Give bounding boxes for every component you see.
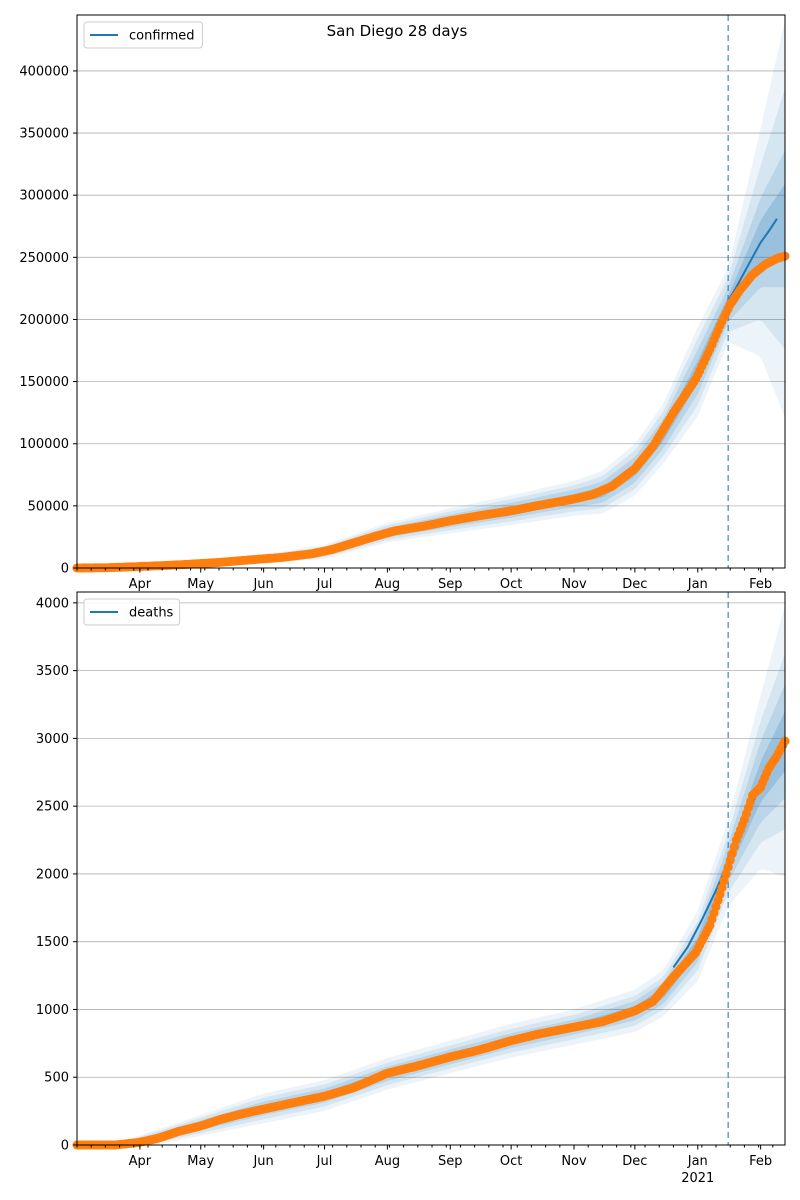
confirmed-y-tick-label: 0: [61, 562, 69, 577]
confirmed-legend-label: confirmed: [129, 29, 195, 44]
deaths-axes: 0 500 1000 1500 2000 2500 3000 3500 4000 Apr May Ju…: [36, 591, 786, 1186]
deaths-x-tick-label: Apr: [129, 1154, 152, 1169]
deaths-legend-label: deaths: [129, 606, 174, 621]
deaths-observed-point: [729, 842, 739, 852]
confirmed-model-line: [727, 218, 778, 302]
confirmed-x-tick-label: Feb: [749, 577, 772, 592]
confirmed-x-tick-label: Jun: [252, 577, 273, 592]
confirmed-axes: 0 50000 100000 150000 200000 250000 300000 3500…: [19, 14, 786, 592]
confirmed-x-tick-label: Dec: [622, 577, 647, 592]
deaths-x-tick-label: Jan: [687, 1154, 708, 1169]
deaths-y-tick-label: 3000: [36, 732, 69, 747]
confirmed-x-tick-label: Apr: [129, 577, 152, 592]
deaths-observed-point: [717, 883, 727, 892]
deaths-x-tick-label: Feb: [749, 1154, 772, 1169]
deaths-y-tick-label: 1000: [36, 1003, 69, 1018]
deaths-observed-point: [719, 876, 729, 886]
deaths-observed-point: [727, 849, 737, 859]
deaths-y-tick-label: 2000: [36, 867, 69, 882]
confirmed-legend-box: [83, 21, 203, 49]
confirmed-x-tick-label: Oct: [500, 577, 522, 592]
deaths-y-tick-label: 4000: [36, 596, 69, 611]
deaths-x-tick-label: Jun: [252, 1154, 273, 1169]
confirmed-y-tick-label: 400000: [19, 64, 69, 79]
deaths-y-tick-label: 2500: [36, 800, 69, 815]
confirmed-x-tick-label: Jan: [687, 577, 708, 592]
deaths-observed-points: [72, 736, 790, 1150]
deaths-axes-frame: [76, 591, 786, 1146]
confirmed-y-tick-label: 250000: [19, 251, 69, 266]
deaths-x-tick-label: Sep: [438, 1154, 463, 1169]
deaths-x-tick-label: Nov: [561, 1154, 587, 1169]
deaths-legend-box: [83, 598, 181, 626]
confirmed-model-line: [727, 218, 778, 302]
confirmed-observed-points: [72, 251, 790, 573]
deaths-observed-point: [721, 869, 731, 879]
confirmed-x-tick-label: Sep: [438, 577, 463, 592]
confirmed-y-tick-label: 100000: [19, 437, 69, 452]
deaths-y-tick-label: 0: [61, 1139, 69, 1154]
deaths-x-tick-label: May: [187, 1154, 214, 1169]
deaths-observed-point: [715, 889, 725, 899]
confirmed-panel: 0 50000 100000 150000 200000 250000 300000 3500…: [19, 14, 790, 592]
deaths-y-tick-label: 500: [44, 1071, 69, 1086]
confirmed-y-tick-label: 50000: [28, 499, 69, 514]
deaths-x-year-label: 2021: [681, 1171, 714, 1186]
deaths-legend: deaths: [83, 598, 181, 626]
figure-title: San Diego 28 days: [327, 22, 468, 40]
confirmed-axes-frame: [76, 14, 786, 569]
deaths-x-tick-label: Oct: [500, 1154, 522, 1169]
deaths-x-tick-label: Dec: [622, 1154, 647, 1169]
confirmed-x-tick-label: Jul: [316, 577, 333, 592]
confirmed-y-tick-label: 300000: [19, 189, 69, 204]
confirmed-x-tick-label: Nov: [561, 577, 587, 592]
deaths-y-tick-label: 1500: [36, 935, 69, 950]
confirmed-y-tick-label: 150000: [19, 375, 69, 390]
confirmed-x-tick-label: Aug: [375, 577, 400, 592]
confirmed-y-tick-label: 200000: [19, 313, 69, 328]
confirmed-legend: confirmed: [83, 21, 203, 49]
deaths-x-tick-label: Aug: [375, 1154, 400, 1169]
confirmed-y-tick-label: 350000: [19, 127, 69, 142]
confirmed-x-tick-label: May: [187, 577, 214, 592]
deaths-y-tick-label: 3500: [36, 664, 69, 679]
deaths-band-4: [77, 605, 785, 1145]
deaths-panel: 0 500 1000 1500 2000 2500 3000 3500 4000 Apr May Ju…: [36, 591, 790, 1186]
deaths-observed-point: [725, 855, 735, 865]
deaths-x-tick-label: Jul: [316, 1154, 333, 1169]
